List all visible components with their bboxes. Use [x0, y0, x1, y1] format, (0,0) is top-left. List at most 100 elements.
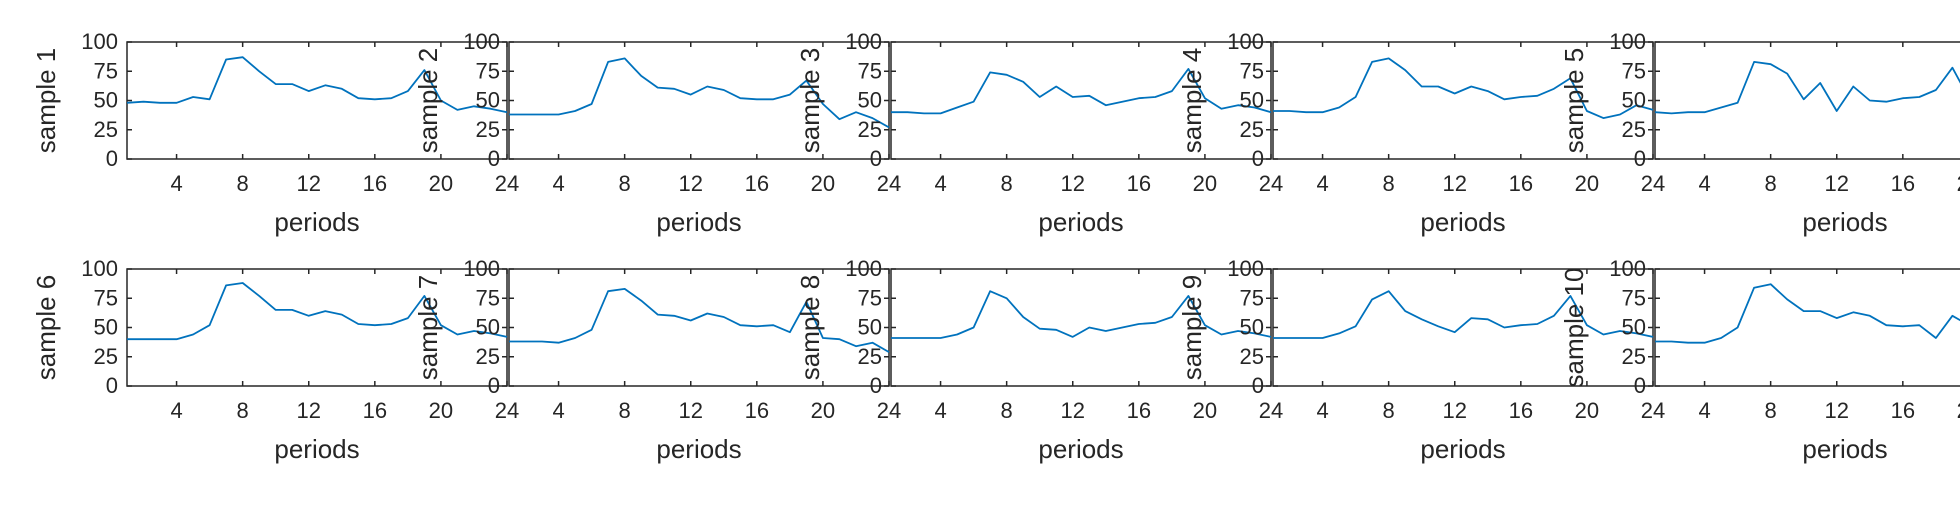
x-tick-label: 4: [552, 171, 564, 196]
y-tick-label: 0: [1252, 373, 1264, 398]
x-axis-title: periods: [1802, 207, 1887, 237]
y-axis-title: sample 10: [1559, 268, 1589, 388]
y-tick-label: 75: [1240, 58, 1264, 83]
x-tick-label: 20: [1575, 171, 1599, 196]
x-tick-label: 8: [1765, 398, 1777, 423]
y-tick-label: 0: [106, 373, 118, 398]
series-line: [126, 56, 508, 114]
y-tick-label: 100: [463, 29, 500, 54]
x-tick-label: 24: [1641, 398, 1665, 423]
x-tick-label: 4: [934, 171, 946, 196]
y-tick-label: 0: [1634, 146, 1646, 171]
chart-panel-6: 0 25 50 75 100 4 8 12 16 20 24 periods sample 6: [31, 256, 519, 464]
plot-frame: [1654, 41, 1960, 160]
series-line: [1654, 61, 1960, 115]
plot-frame: [890, 41, 1272, 160]
y-tick-label: 75: [94, 58, 118, 83]
y-tick-label: 100: [845, 29, 882, 54]
series-line: [509, 287, 890, 353]
x-tick-label: 16: [363, 398, 387, 423]
y-tick-label: 100: [81, 256, 118, 281]
x-tick-label: 24: [877, 171, 901, 196]
x-tick-label: 24: [877, 398, 901, 423]
x-axis-title: periods: [1802, 434, 1887, 464]
x-axis-title: periods: [1420, 434, 1505, 464]
y-tick-label: 50: [94, 315, 118, 340]
y-tick-label: 25: [1622, 117, 1646, 142]
x-tick-label: 20: [1193, 171, 1217, 196]
series-line: [1655, 283, 1960, 344]
x-tick-label: 20: [1575, 398, 1599, 423]
x-tick-label: 24: [495, 398, 519, 423]
chart-panel-10: 0 25 50 75 100 4 8 12 16 20 24 periods sample 10: [1559, 256, 1960, 464]
x-tick-label: 20: [1957, 171, 1960, 196]
x-tick-label: 12: [296, 171, 320, 196]
y-tick-label: 25: [1240, 344, 1264, 369]
series-line: [891, 290, 1272, 339]
chart-panel-7: 0 25 50 75 100 4 8 12 16 20 24 periods sample 7: [413, 256, 901, 464]
x-axis-title: periods: [1038, 434, 1123, 464]
x-axis-title: periods: [274, 434, 359, 464]
y-axis-title: sample 6: [31, 275, 61, 381]
y-tick-label: 25: [858, 344, 882, 369]
x-tick-label: 12: [678, 171, 702, 196]
x-tick-label: 12: [1442, 171, 1466, 196]
x-tick-label: 24: [1259, 398, 1283, 423]
y-tick-label: 100: [1609, 256, 1646, 281]
y-tick-label: 25: [858, 117, 882, 142]
x-axis-title: periods: [656, 207, 741, 237]
x-tick-label: 20: [1193, 398, 1217, 423]
y-tick-label: 75: [476, 58, 500, 83]
y-axis-title: sample 7: [413, 275, 443, 381]
x-tick-label: 16: [363, 171, 387, 196]
y-tick-label: 0: [870, 146, 882, 171]
y-tick-label: 75: [858, 58, 882, 83]
y-axis-title: sample 4: [1177, 48, 1207, 154]
x-tick-label: 4: [1698, 398, 1710, 423]
x-axis-title: periods: [274, 207, 359, 237]
y-axis-title: sample 9: [1177, 275, 1207, 381]
x-tick-label: 12: [296, 398, 320, 423]
y-tick-label: 50: [1240, 315, 1264, 340]
x-axis-title: periods: [1420, 207, 1505, 237]
y-tick-label: 50: [1622, 315, 1646, 340]
x-tick-label: 16: [745, 171, 769, 196]
x-tick-label: 16: [1891, 398, 1915, 423]
y-tick-label: 25: [476, 117, 500, 142]
x-tick-label: 8: [1001, 171, 1013, 196]
y-tick-label: 75: [858, 285, 882, 310]
x-tick-label: 4: [170, 171, 182, 196]
y-tick-label: 75: [1240, 285, 1264, 310]
y-tick-label: 25: [94, 344, 118, 369]
x-tick-label: 16: [1509, 398, 1533, 423]
y-tick-label: 50: [1622, 88, 1646, 113]
x-tick-label: 12: [1824, 171, 1848, 196]
plot-frame: [1272, 268, 1654, 387]
x-axis-title: periods: [656, 434, 741, 464]
y-axis-title: sample 1: [31, 48, 61, 154]
x-tick-label: 16: [1127, 171, 1151, 196]
x-tick-label: 20: [429, 171, 453, 196]
x-tick-label: 20: [811, 171, 835, 196]
x-tick-label: 4: [552, 398, 564, 423]
x-tick-label: 4: [934, 398, 946, 423]
x-tick-label: 12: [1824, 398, 1848, 423]
x-tick-label: 8: [1001, 398, 1013, 423]
chart-panel-5: 0 25 50 75 100 4 8 12 16 20 24 periods sample 5: [1559, 29, 1960, 237]
x-tick-label: 8: [619, 398, 631, 423]
chart-panel-9: 0 25 50 75 100 4 8 12 16 20 24 periods sample 9: [1177, 256, 1665, 464]
y-tick-label: 75: [94, 285, 118, 310]
x-tick-label: 16: [1891, 171, 1915, 196]
x-tick-label: 8: [237, 398, 249, 423]
y-tick-label: 0: [1252, 146, 1264, 171]
x-tick-label: 4: [1698, 171, 1710, 196]
y-tick-label: 50: [476, 315, 500, 340]
y-tick-label: 50: [858, 315, 882, 340]
y-tick-label: 0: [1634, 373, 1646, 398]
x-tick-label: 24: [495, 171, 519, 196]
x-tick-label: 4: [1316, 171, 1328, 196]
series-line: [509, 57, 890, 129]
series-line: [1273, 290, 1654, 339]
y-tick-label: 100: [1227, 29, 1264, 54]
x-tick-label: 8: [237, 171, 249, 196]
